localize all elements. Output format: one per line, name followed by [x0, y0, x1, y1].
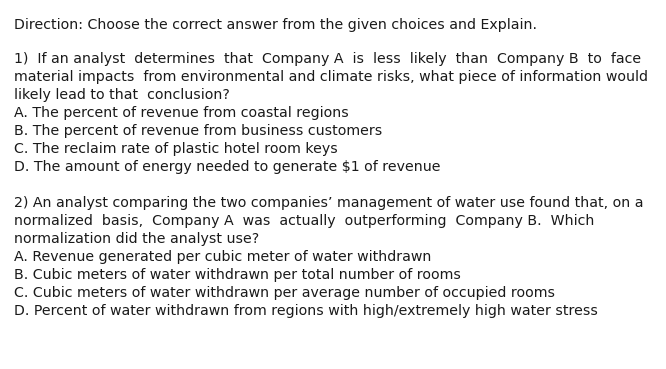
Text: B. Cubic meters of water withdrawn per total number of rooms: B. Cubic meters of water withdrawn per t… — [14, 268, 461, 282]
Text: A. The percent of revenue from coastal regions: A. The percent of revenue from coastal r… — [14, 106, 349, 120]
Text: C. The reclaim rate of plastic hotel room keys: C. The reclaim rate of plastic hotel roo… — [14, 142, 338, 156]
Text: 1)  If an analyst  determines  that  Company A  is  less  likely  than  Company : 1) If an analyst determines that Company… — [14, 52, 641, 66]
Text: material impacts  from environmental and climate risks, what piece of informatio: material impacts from environmental and … — [14, 70, 648, 84]
Text: likely lead to that  conclusion?: likely lead to that conclusion? — [14, 88, 230, 102]
Text: normalized  basis,  Company A  was  actually  outperforming  Company B.  Which: normalized basis, Company A was actually… — [14, 214, 594, 228]
Text: C. Cubic meters of water withdrawn per average number of occupied rooms: C. Cubic meters of water withdrawn per a… — [14, 286, 555, 300]
Text: B. The percent of revenue from business customers: B. The percent of revenue from business … — [14, 124, 382, 138]
Text: D. Percent of water withdrawn from regions with high/extremely high water stress: D. Percent of water withdrawn from regio… — [14, 304, 598, 318]
Text: D. The amount of energy needed to generate $1 of revenue: D. The amount of energy needed to genera… — [14, 160, 440, 174]
Text: 2) An analyst comparing the two companies’ management of water use found that, o: 2) An analyst comparing the two companie… — [14, 196, 643, 210]
Text: Direction: Choose the correct answer from the given choices and Explain.: Direction: Choose the correct answer fro… — [14, 18, 537, 32]
Text: normalization did the analyst use?: normalization did the analyst use? — [14, 232, 259, 246]
Text: A. Revenue generated per cubic meter of water withdrawn: A. Revenue generated per cubic meter of … — [14, 250, 432, 264]
